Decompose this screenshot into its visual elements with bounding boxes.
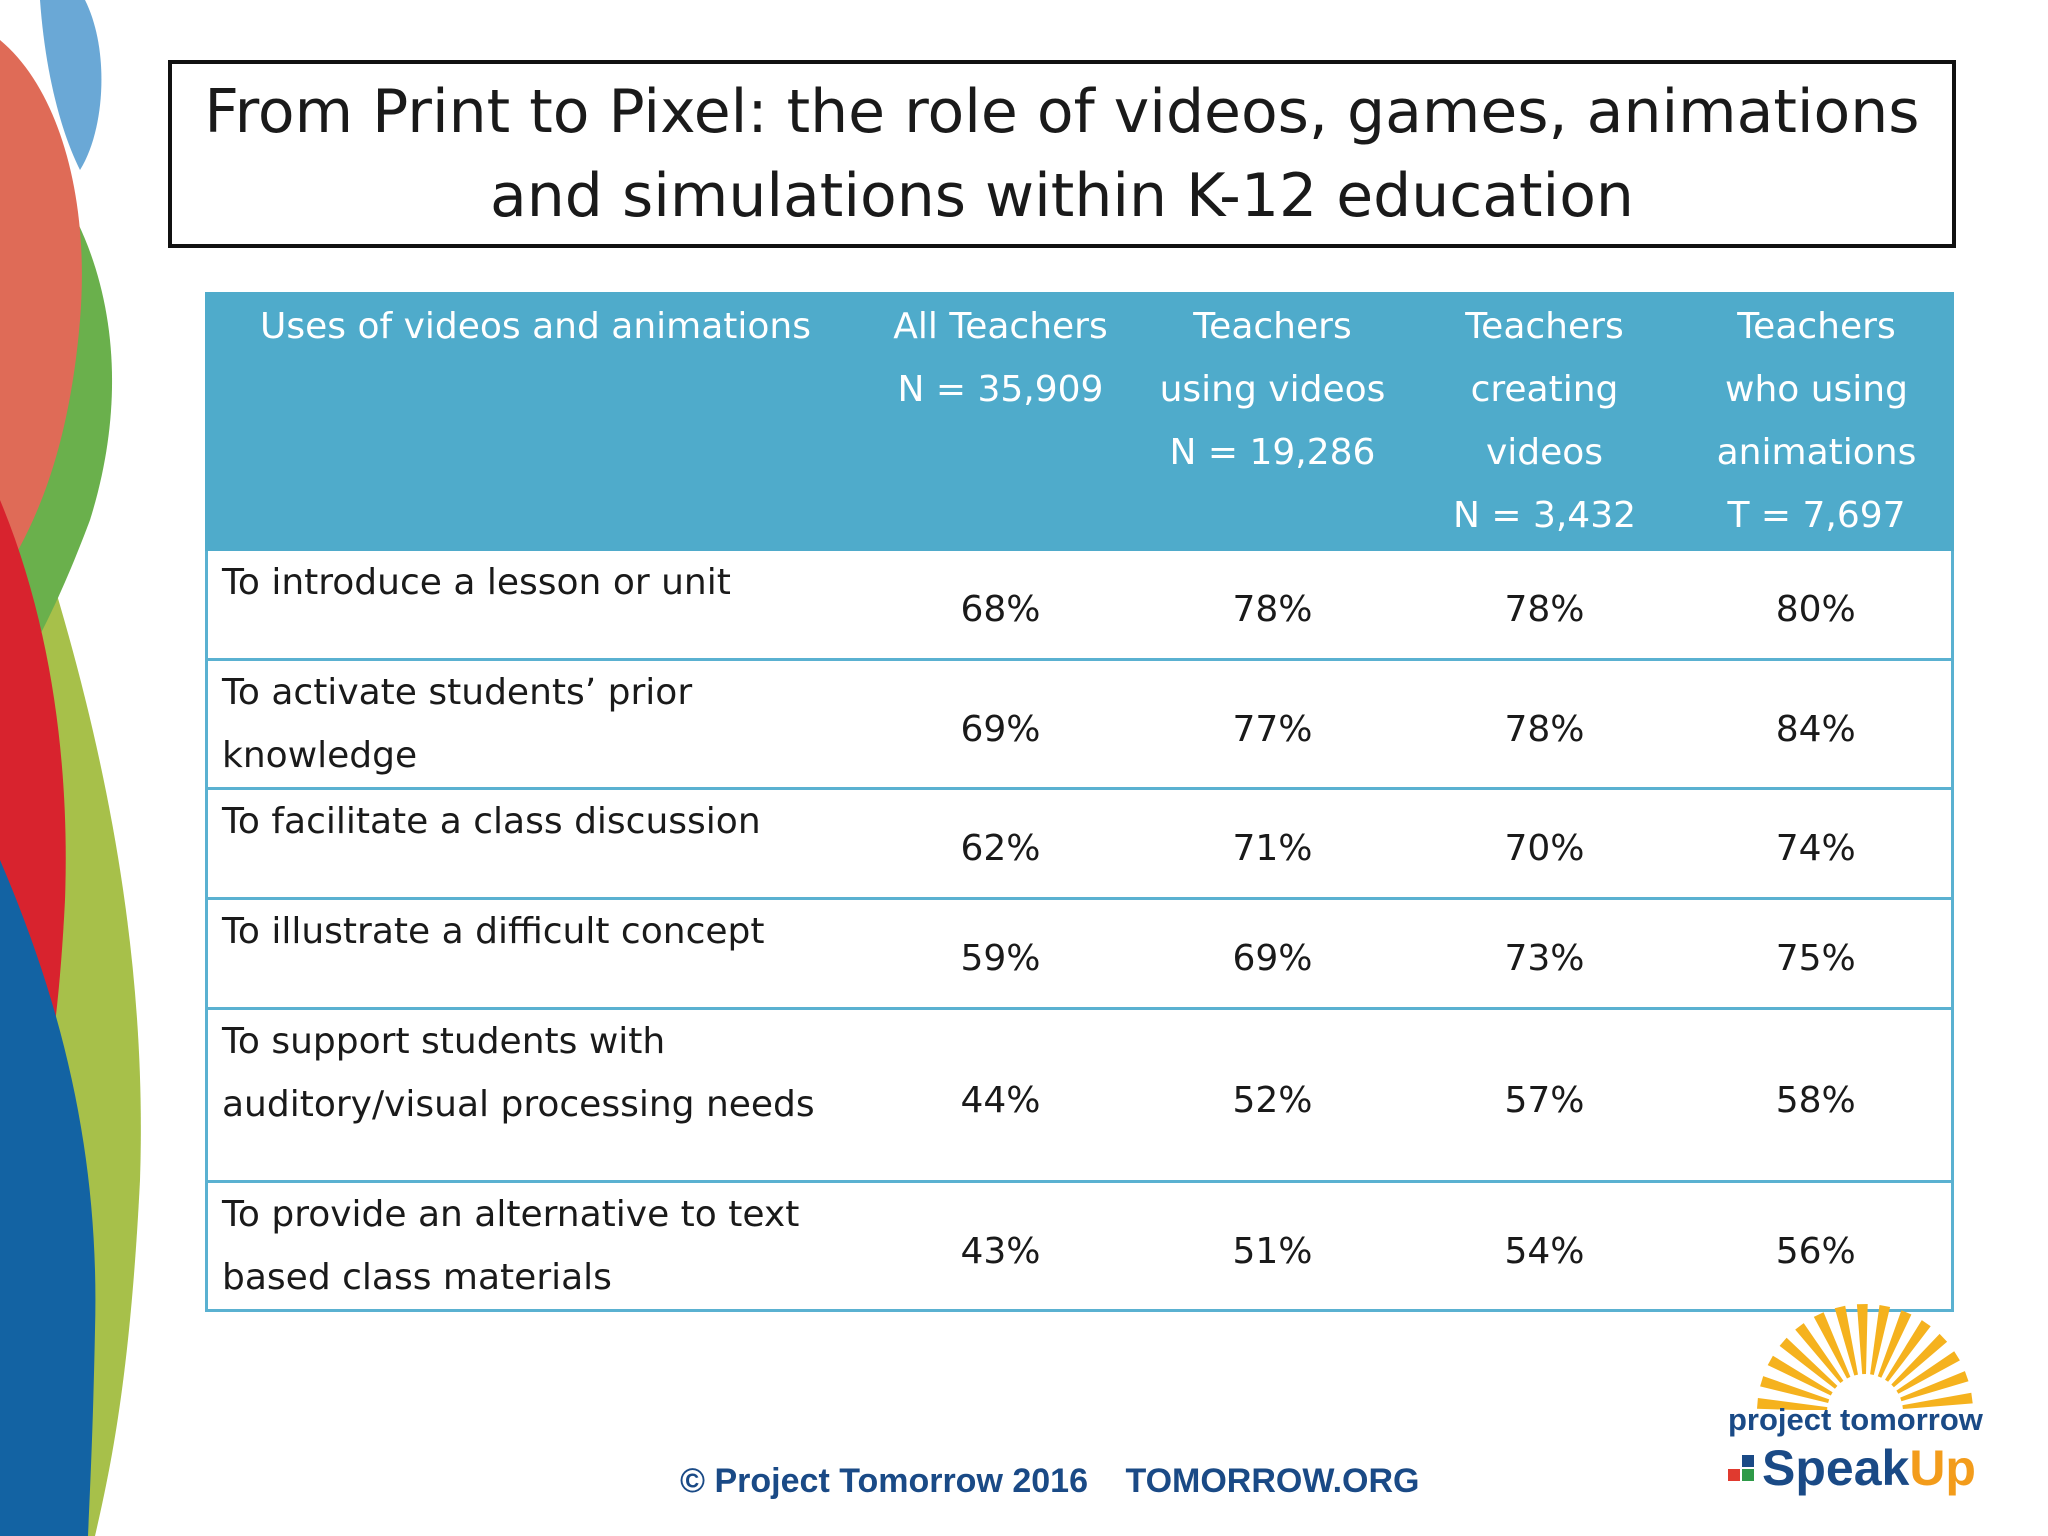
header-uses: Uses of videos and animations [205,292,866,551]
table-row: To introduce a lesson or unit 68% 78% 78… [205,548,1954,661]
value-cell: 80% [1680,548,1954,661]
use-label-line: knowledge [222,735,418,776]
sun-ray [1834,1305,1858,1376]
header-all-teachers-line-1: All Teachers [893,306,1108,347]
value-cell: 70% [1408,787,1681,900]
use-label-line: To support students with [222,1021,666,1062]
sun-ray [1891,1333,1948,1388]
logo-program: Speak Up [1728,1440,1976,1496]
sun-ray [1856,1304,1868,1375]
table-row: To illustrate a difficult concept 59% 69… [205,897,1954,1010]
footer-site: TOMORROW.ORG [1125,1462,1420,1500]
logo-word-speak: Speak [1762,1440,1910,1496]
value-cell: 77% [1136,658,1409,790]
use-label-line: To activate students’ prior [222,672,693,713]
table-row: To provide an alternative to text based … [205,1180,1954,1312]
value-cell: 74% [1680,787,1954,900]
value-cell: 78% [1408,548,1681,661]
header-animations-line-1: Teachers [1737,306,1896,347]
logo-org-name: project tomorrow [1728,1402,1983,1437]
value-cell: 59% [864,897,1137,1010]
use-label-line: based class materials [222,1257,612,1298]
sun-ray [1885,1320,1931,1382]
slide-title: From Print to Pixel: the role of videos,… [204,70,1919,238]
value-cell: 69% [1136,897,1409,1010]
use-label: To activate students’ prior knowledge [205,658,865,790]
use-label: To illustrate a difficult concept [205,897,865,1010]
use-label-line: To illustrate a difficult concept [222,911,765,952]
header-using-videos-line-2: using videos [1159,369,1386,410]
value-cell: 73% [1408,897,1681,1010]
ribbon-salmon [0,40,82,580]
table-header-row: Uses of videos and animations All Teache… [205,292,1954,551]
value-cell: 78% [1136,548,1409,661]
sun-ray [1813,1312,1851,1379]
table-row: To facilitate a class discussion 62% 71%… [205,787,1954,900]
header-uses-line-1: Uses of videos and animations [259,306,812,347]
header-using-videos-line-1: Teachers [1193,306,1352,347]
sun-ray [1757,1398,1828,1410]
use-label: To introduce a lesson or unit [205,548,865,661]
table-row: To activate students’ prior knowledge 69… [205,658,1954,790]
use-label: To provide an alternative to text based … [205,1180,865,1312]
value-cell: 52% [1136,1007,1409,1183]
header-creating-videos-line-1: Teachers [1465,306,1624,347]
header-creating-videos-line-3: videos [1485,432,1604,473]
value-cell: 68% [864,548,1137,661]
header-animations-line-3: animations [1716,432,1917,473]
sun-ray [1870,1305,1891,1375]
use-label-line: To facilitate a class discussion [222,801,761,842]
ribbon-blue [0,860,96,1536]
value-cell: 54% [1408,1180,1681,1312]
slide-title-line-2: and simulations within K-12 education [490,161,1634,231]
sun-ray [1877,1310,1912,1378]
value-cell: 69% [864,658,1137,790]
header-teachers-creating-videos: Teachers creating videos N = 3,432 [1407,292,1682,551]
sun-ray [1760,1376,1830,1403]
sun-ray [1767,1355,1833,1396]
header-creating-videos-line-2: creating [1470,369,1619,410]
sun-ray [1902,1392,1973,1409]
header-animations-line-4: T = 7,697 [1727,495,1906,536]
header-teachers-using-animations: Teachers who using animations T = 7,697 [1679,292,1954,551]
value-cell: 56% [1680,1180,1954,1312]
value-cell: 43% [864,1180,1137,1312]
uses-table: Uses of videos and animations All Teache… [205,292,1954,1312]
sun-ray [1896,1351,1960,1394]
header-creating-videos-line-4: N = 3,432 [1452,495,1637,536]
use-label: To facilitate a class discussion [205,787,865,900]
slide-title-line-1: From Print to Pixel: the role of videos,… [204,77,1920,147]
sun-ray [1795,1323,1844,1383]
title-box: From Print to Pixel: the role of videos,… [168,60,1956,248]
use-label-line: To provide an alternative to text [222,1194,800,1235]
decorative-ribbons [0,0,141,1536]
value-cell: 71% [1136,787,1409,900]
footer: © Project Tomorrow 2016 TOMORROW.ORG [680,1462,1419,1501]
value-cell: 62% [864,787,1137,900]
header-all-teachers-line-2: N = 35,909 [897,369,1104,410]
sun-icon [1757,1304,1973,1410]
ribbon-light-blue [40,0,102,170]
sun-ray [1779,1337,1838,1389]
table-row: To support students with auditory/visual… [205,1007,1954,1183]
value-cell: 58% [1680,1007,1954,1183]
use-label: To support students with auditory/visual… [205,1007,865,1183]
header-teachers-using-videos: Teachers using videos N = 19,286 [1135,292,1410,551]
value-cell: 44% [864,1007,1137,1183]
use-label-line: auditory/visual processing needs [222,1084,815,1125]
header-all-teachers: All Teachers N = 35,909 [863,292,1138,551]
header-animations-line-2: who using [1725,369,1908,410]
sun-ray [1900,1371,1969,1402]
header-using-videos-line-3: N = 19,286 [1169,432,1376,473]
value-cell: 75% [1680,897,1954,1010]
speakup-logo: project tomorrow Speak Up [1720,1300,2010,1510]
value-cell: 57% [1408,1007,1681,1183]
value-cell: 84% [1680,658,1954,790]
squares-icon [1728,1453,1758,1483]
footer-copyright: © Project Tomorrow 2016 [680,1462,1088,1500]
logo-word-up: Up [1909,1440,1976,1496]
value-cell: 51% [1136,1180,1409,1312]
use-label-line: To introduce a lesson or unit [222,562,731,603]
value-cell: 78% [1408,658,1681,790]
